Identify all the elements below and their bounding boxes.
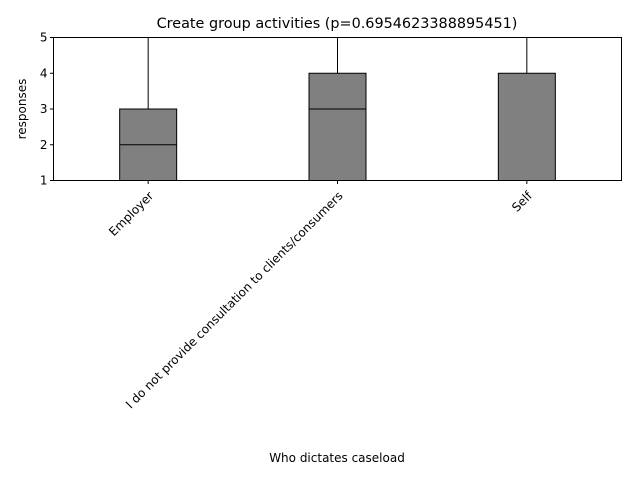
- plot-area: [119, 37, 556, 181]
- y-tick-label: 1: [40, 174, 48, 188]
- x-tick-label: Employer: [106, 189, 156, 239]
- y-tick-label: 2: [40, 138, 48, 152]
- y-tick-label: 4: [40, 66, 48, 80]
- x-axis-label: Who dictates caseload: [269, 451, 405, 465]
- y-tick-label: 3: [40, 102, 48, 116]
- y-axis: 1 2 3 4 5: [40, 31, 54, 188]
- box-2: [308, 37, 367, 181]
- box-1: [119, 37, 178, 181]
- y-axis-label: responses: [15, 79, 29, 140]
- x-tick-label: I do not provide consultation to clients…: [123, 189, 346, 412]
- y-tick-label: 5: [40, 31, 48, 45]
- x-tick-label: Self: [509, 188, 535, 214]
- box-body: [497, 72, 556, 181]
- box-3: [497, 37, 556, 181]
- box-body: [308, 72, 367, 181]
- chart-title: Create group activities (p=0.69546233888…: [157, 16, 518, 32]
